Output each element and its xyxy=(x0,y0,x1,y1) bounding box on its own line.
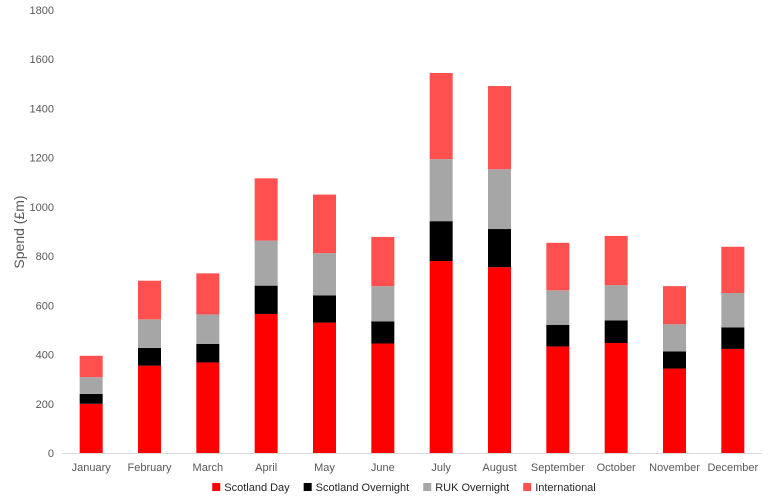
bar-segment-ruk-overnight xyxy=(604,285,628,321)
bar-segment-international xyxy=(663,286,686,325)
bar-segment-ruk-overnight xyxy=(546,290,570,325)
bar-segment-international xyxy=(196,273,220,315)
bar-segment-scotland-overnight xyxy=(429,221,453,262)
bar-segment-scotland-day xyxy=(196,362,220,453)
x-tick-label: December xyxy=(707,462,758,474)
x-tick-label: August xyxy=(482,462,516,474)
bar-segment-ruk-overnight xyxy=(488,169,511,230)
x-tick-label: June xyxy=(371,462,395,474)
bar-segment-international xyxy=(254,178,278,241)
bar-segment-scotland-day xyxy=(546,346,570,453)
legend-label: RUK Overnight xyxy=(435,482,509,494)
bar-segment-ruk-overnight xyxy=(721,293,745,328)
y-tick-label: 200 xyxy=(36,399,54,411)
bar-segment-international xyxy=(488,86,511,170)
bar-segment-ruk-overnight xyxy=(254,240,278,286)
legend-swatch xyxy=(303,483,312,491)
legend: Scotland Day Scotland Overnight RUK Overni… xyxy=(212,482,596,494)
y-tick-label: 1400 xyxy=(30,103,54,115)
bar-segment-ruk-overnight xyxy=(371,286,395,322)
bar-segment-ruk-overnight xyxy=(138,319,161,348)
bar-segment-scotland-day xyxy=(79,403,103,453)
bar-segment-scotland-overnight xyxy=(196,343,220,363)
bar-segment-international xyxy=(371,236,395,287)
x-tick-label: April xyxy=(255,462,277,474)
bar-segment-international xyxy=(138,280,161,320)
x-tick-label: January xyxy=(72,462,112,474)
x-tick-label: March xyxy=(193,462,224,474)
legend-label: Scotland Overnight xyxy=(316,482,410,494)
bar-segment-international xyxy=(313,194,336,254)
bar-segment-scotland-overnight xyxy=(254,285,278,314)
legend-label: International xyxy=(535,482,596,494)
x-tick-label: February xyxy=(127,462,172,474)
x-axis-ticks: January February March April May June July Augu… xyxy=(72,462,759,474)
y-axis-ticks: 0 200 400 600 800 1000 1200 1400 1600 1800 xyxy=(30,5,54,460)
y-tick-label: 1000 xyxy=(30,202,54,214)
bar-segment-scotland-overnight xyxy=(138,347,161,366)
bar-segment-ruk-overnight xyxy=(79,377,103,394)
bar-segment-ruk-overnight xyxy=(429,159,453,222)
bar-segment-international xyxy=(604,235,628,286)
bar-segment-ruk-overnight xyxy=(313,253,336,296)
x-tick-label: October xyxy=(597,462,636,474)
bar-segment-scotland-day xyxy=(313,322,336,453)
x-tick-label: July xyxy=(431,462,451,474)
bar-segment-scotland-overnight xyxy=(371,321,395,344)
bar-segment-scotland-overnight xyxy=(604,320,628,343)
y-tick-label: 600 xyxy=(36,300,54,312)
legend-swatch xyxy=(212,483,221,491)
x-tick-label: May xyxy=(314,462,335,474)
bar-segment-ruk-overnight xyxy=(196,314,220,344)
bar-segment-international xyxy=(721,246,745,294)
legend-swatch xyxy=(523,483,532,491)
y-tick-label: 400 xyxy=(36,350,54,362)
bar-segment-international xyxy=(79,355,103,378)
bar-segment-international xyxy=(429,73,453,160)
bar-segment-scotland-day xyxy=(429,261,453,453)
bar-segment-scotland-overnight xyxy=(313,295,336,323)
bar-segment-ruk-overnight xyxy=(663,324,686,352)
bar-segment-scotland-day xyxy=(604,342,628,453)
y-tick-label: 0 xyxy=(48,448,54,460)
legend-swatch xyxy=(423,483,432,491)
bar-segment-scotland-day xyxy=(663,368,686,453)
y-tick-label: 800 xyxy=(36,251,54,263)
x-tick-label: November xyxy=(649,462,700,474)
y-axis-label: Spend (£m) xyxy=(11,195,27,268)
bars xyxy=(79,73,745,453)
bar-segment-scotland-day xyxy=(488,267,511,453)
bar-segment-scotland-day xyxy=(721,348,745,453)
y-tick-label: 1200 xyxy=(30,153,54,165)
y-tick-label: 1600 xyxy=(30,54,54,66)
bar-segment-scotland-overnight xyxy=(663,351,686,369)
bar-segment-scotland-day xyxy=(254,313,278,453)
bar-segment-scotland-overnight xyxy=(79,393,103,404)
bar-segment-scotland-day xyxy=(138,365,161,453)
x-tick-label: September xyxy=(531,462,585,474)
bar-segment-scotland-overnight xyxy=(488,229,511,268)
bar-segment-scotland-day xyxy=(371,343,395,453)
bar-segment-scotland-overnight xyxy=(721,327,745,349)
y-tick-label: 1800 xyxy=(30,5,54,17)
bar-segment-international xyxy=(546,242,570,291)
legend-label: Scotland Day xyxy=(224,482,290,494)
bar-segment-scotland-overnight xyxy=(546,324,570,347)
